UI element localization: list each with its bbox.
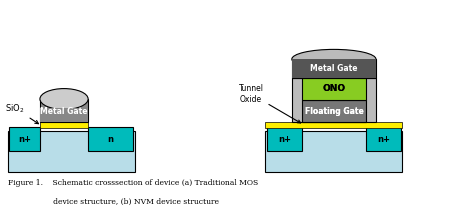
Text: Metal Gate: Metal Gate — [40, 107, 88, 116]
FancyBboxPatch shape — [302, 78, 365, 100]
FancyBboxPatch shape — [267, 127, 302, 151]
Text: Floating Gate: Floating Gate — [304, 107, 363, 116]
Text: n+: n+ — [377, 135, 390, 144]
Text: Metal Gate: Metal Gate — [310, 64, 358, 73]
FancyBboxPatch shape — [302, 100, 365, 122]
FancyBboxPatch shape — [40, 99, 88, 122]
Text: Tunnel
Oxide: Tunnel Oxide — [239, 84, 301, 123]
FancyBboxPatch shape — [292, 59, 376, 78]
FancyBboxPatch shape — [40, 108, 88, 122]
Text: ONO: ONO — [322, 84, 346, 93]
FancyBboxPatch shape — [265, 131, 402, 172]
Ellipse shape — [40, 88, 88, 110]
Text: Floating Gate: Floating Gate — [304, 107, 363, 116]
Ellipse shape — [292, 49, 376, 69]
FancyBboxPatch shape — [8, 131, 136, 172]
Text: n: n — [108, 135, 114, 144]
Text: n+: n+ — [18, 135, 31, 144]
Text: Figure 1.    Schematic crosssection of device (a) Traditional MOS: Figure 1. Schematic crosssection of devi… — [8, 179, 258, 187]
FancyBboxPatch shape — [9, 127, 40, 151]
Text: SiO$_2$: SiO$_2$ — [5, 102, 38, 124]
FancyBboxPatch shape — [365, 127, 401, 151]
FancyBboxPatch shape — [302, 78, 365, 100]
Text: ONO: ONO — [322, 84, 346, 93]
FancyBboxPatch shape — [40, 122, 88, 128]
FancyBboxPatch shape — [88, 127, 133, 151]
FancyBboxPatch shape — [292, 59, 376, 78]
FancyBboxPatch shape — [265, 122, 402, 128]
FancyBboxPatch shape — [292, 78, 376, 122]
Text: n+: n+ — [278, 135, 291, 144]
FancyBboxPatch shape — [302, 100, 365, 122]
Text: device structure, (b) NVM device structure: device structure, (b) NVM device structu… — [8, 198, 219, 206]
